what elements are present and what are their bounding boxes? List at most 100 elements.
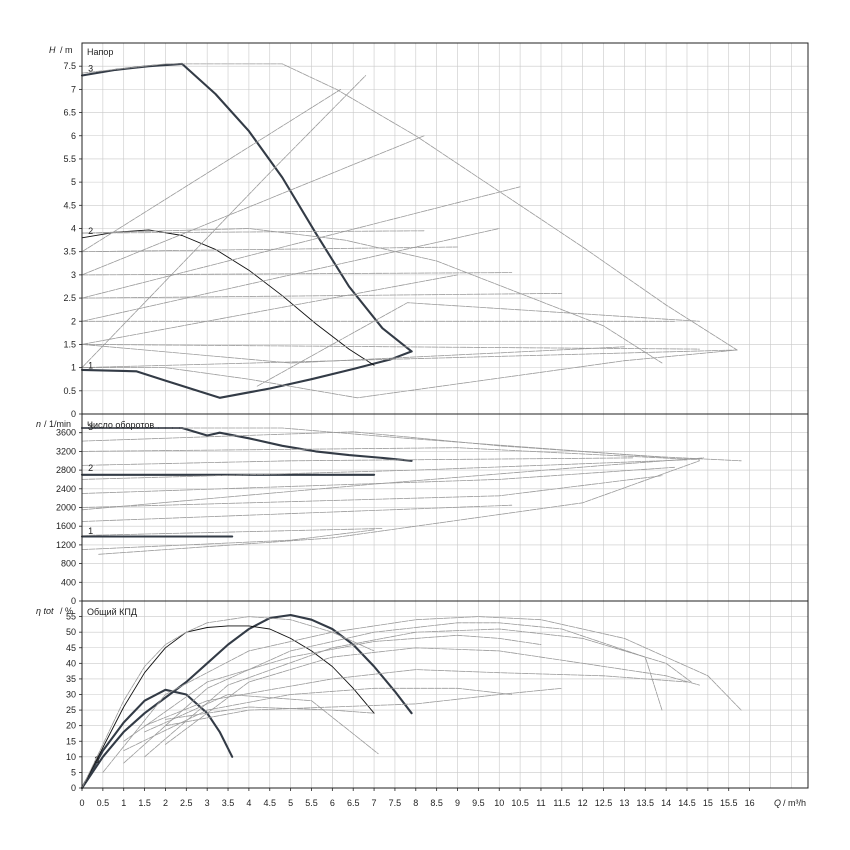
x-tick-label: 15.5 (720, 798, 738, 808)
speed-series (80, 426, 742, 555)
speed-grid (82, 414, 808, 601)
speed-curve-label: 3 (88, 422, 93, 432)
speed-y-tick-label: 2000 (56, 503, 76, 513)
x-tick-label: 12 (578, 798, 588, 808)
efficiency-series-line (80, 688, 234, 790)
x-tick-label: 8.5 (430, 798, 443, 808)
head-series-line (81, 89, 342, 253)
head-series-line (81, 230, 425, 234)
x-tick-label: 11 (536, 798, 545, 808)
speed-curve-label: 1 (88, 526, 93, 536)
head-curve-labels: 3 2 1 (88, 64, 93, 371)
x-tick-label: 1 (121, 798, 126, 808)
speed-y-tick-label: 3600 (56, 428, 76, 438)
head-y-tick-label: 2.5 (63, 293, 76, 303)
speed-y-tick-label: 3200 (56, 446, 76, 456)
head-y-tick-label: 4.5 (63, 200, 76, 210)
efficiency-y-tick-label: 50 (66, 627, 76, 637)
x-tick-label: 0 (79, 798, 84, 808)
speed-series-line (81, 431, 663, 458)
speed-y-tick-label: 400 (61, 577, 76, 587)
x-tick-label: 10.5 (511, 798, 529, 808)
head-y-tick-label: 5.5 (63, 154, 76, 164)
speed-series-line (81, 528, 383, 536)
efficiency-axis-unit: / % (60, 606, 73, 616)
head-axis-label: H (49, 45, 56, 55)
efficiency-series-line (102, 616, 742, 773)
head-series-line (81, 228, 500, 322)
x-tick-label: 16 (745, 798, 755, 808)
x-tick-label: 6 (330, 798, 335, 808)
x-tick-label: 9.5 (472, 798, 485, 808)
x-tick-label: 4 (246, 798, 251, 808)
speed-series-line (81, 529, 375, 550)
head-y-tick-label: 7.5 (63, 61, 76, 71)
efficiency-series-line (81, 625, 375, 789)
efficiency-curve-label: 3 (94, 755, 99, 765)
head-y-tick-label: 4 (71, 224, 76, 234)
head-y-tick-label: 6.5 (63, 108, 76, 118)
head-panel: 0 0.5 1 1.5 2 2.5 3 3.5 4 4.5 5 5.5 6 6.5 7 7.5 3 2 1 Нап… (49, 42, 809, 419)
speed-series-line (81, 447, 700, 461)
speed-series-line (81, 475, 663, 508)
efficiency-series-line (164, 706, 375, 720)
efficiency-y-tick-label: 20 (66, 721, 76, 731)
speed-y-ticks: 0 400 800 1200 1600 2000 2400 2800 3200 3600 (56, 428, 82, 606)
x-tick-label: 5 (288, 798, 293, 808)
efficiency-series-line (123, 687, 513, 751)
x-tick-label: 13.5 (637, 798, 655, 808)
head-series-line (81, 292, 563, 299)
x-tick-label: 2.5 (180, 798, 193, 808)
efficiency-y-tick-label: 10 (66, 752, 76, 762)
efficiency-series-line (164, 687, 563, 727)
flow-axis-unit: / m³/h (783, 798, 806, 808)
speed-series-line (98, 460, 700, 555)
head-series-line (81, 228, 663, 364)
head-y-tick-label: 3 (71, 270, 76, 280)
head-series-line (81, 63, 738, 351)
speed-panel-title: Число оборотов (87, 420, 154, 430)
speed-y-tick-label: 2400 (56, 484, 76, 494)
x-tick-label: 6.5 (347, 798, 360, 808)
efficiency-panel-title: Общий КПД (87, 607, 137, 617)
efficiency-y-tick-label: 5 (71, 767, 76, 777)
speed-axis-unit: / 1/min (44, 419, 71, 429)
head-panel-title: Напор (87, 47, 113, 57)
speed-y-tick-label: 1200 (56, 540, 76, 550)
speed-series-line (81, 466, 675, 494)
x-tick-label: 13 (619, 798, 629, 808)
x-tick-label: 11.5 (553, 798, 570, 808)
head-series (80, 62, 738, 399)
head-y-tick-label: 5 (71, 177, 76, 187)
efficiency-y-tick-label: 35 (66, 674, 76, 684)
head-curve-label: 1 (88, 360, 93, 370)
efficiency-y-tick-label: 45 (66, 643, 76, 653)
head-y-tick-label: 3.5 (63, 247, 76, 257)
head-y-tick-label: 1 (71, 363, 76, 373)
efficiency-y-tick-label: 55 (66, 612, 76, 622)
efficiency-y-tick-label: 15 (66, 736, 76, 746)
speed-series-line (81, 504, 513, 522)
x-tick-label: 14.5 (678, 798, 696, 808)
efficiency-series-line (123, 622, 663, 764)
x-tick-label: 15 (703, 798, 713, 808)
x-tick-label: 9 (455, 798, 460, 808)
head-y-tick-label: 0 (71, 409, 76, 419)
x-tick-label: 1.5 (138, 798, 151, 808)
head-series-line (81, 135, 425, 276)
head-series-line (81, 186, 521, 299)
efficiency-x-ticks: 0 0.5 1 1.5 2 2.5 3 3.5 4 4.5 5 5.5 6 6.5 7 7.5 8 8.5 9 9.5… (79, 788, 755, 808)
x-tick-label: 8 (413, 798, 418, 808)
head-y-tick-label: 0.5 (63, 386, 76, 396)
speed-y-tick-label: 800 (61, 559, 76, 569)
speed-series-line (81, 459, 688, 480)
head-curve-label: 3 (88, 64, 93, 74)
efficiency-series-line (144, 694, 379, 755)
efficiency-series-line (123, 634, 542, 742)
efficiency-curve-labels: 3 (94, 755, 99, 765)
efficiency-y-tick-label: 30 (66, 690, 76, 700)
